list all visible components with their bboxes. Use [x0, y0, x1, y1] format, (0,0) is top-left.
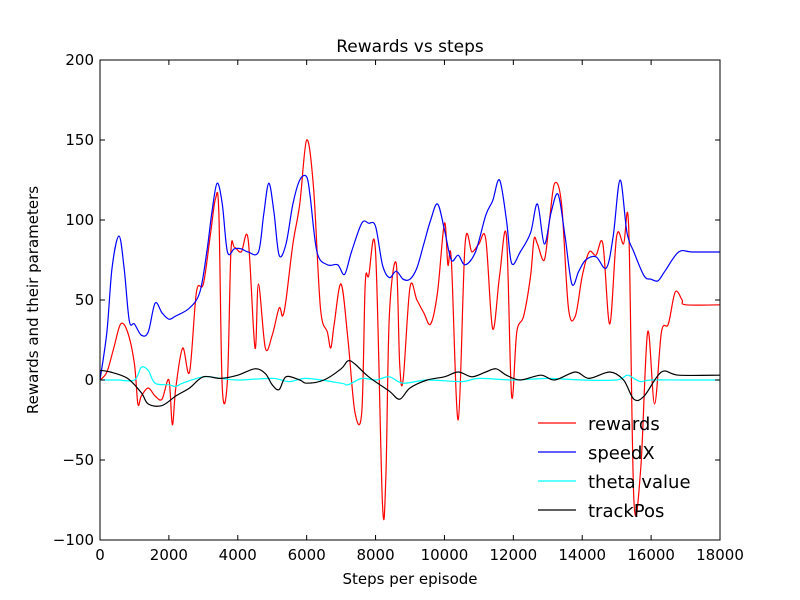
y-tick-label: 50 [75, 291, 94, 309]
legend-label: rewards [588, 414, 660, 435]
legend-label: trackPos [588, 501, 664, 522]
x-tick-label: 6000 [288, 546, 326, 564]
legend-label: theta value [588, 472, 691, 493]
y-tick-label: 200 [65, 51, 94, 69]
series-line-trackPos [100, 359, 720, 407]
ticks-layer: 0 2000 4000 6000 8000 10000 12000 14000 16000 180… [53, 51, 744, 564]
legend: rewards speedX theta value trackPos [538, 414, 691, 522]
x-tick-label: 18000 [696, 546, 744, 564]
y-tick-label: 0 [84, 371, 94, 389]
x-tick-label: 0 [95, 546, 105, 564]
x-axis-label: Steps per episode [342, 570, 477, 588]
x-tick-label: 8000 [356, 546, 394, 564]
series-line-theta-value [100, 366, 720, 388]
series-line-rewards [100, 139, 720, 521]
y-tick-label: 100 [65, 211, 94, 229]
legend-label: speedX [588, 443, 655, 464]
x-tick-label: 14000 [558, 546, 606, 564]
x-tick-label: 16000 [627, 546, 675, 564]
y-axis-label: Rewards and their parameters [24, 186, 42, 414]
y-tick-label: −50 [62, 451, 94, 469]
y-tick-label: 150 [65, 131, 94, 149]
chart-title: Rewards vs steps [336, 37, 484, 57]
series-line-speedX [100, 174, 720, 381]
y-tick-label: −100 [53, 531, 94, 549]
x-tick-label: 10000 [421, 546, 469, 564]
x-tick-label: 2000 [150, 546, 188, 564]
x-tick-label: 12000 [489, 546, 537, 564]
x-tick-label: 4000 [219, 546, 257, 564]
series-layer [100, 139, 720, 521]
